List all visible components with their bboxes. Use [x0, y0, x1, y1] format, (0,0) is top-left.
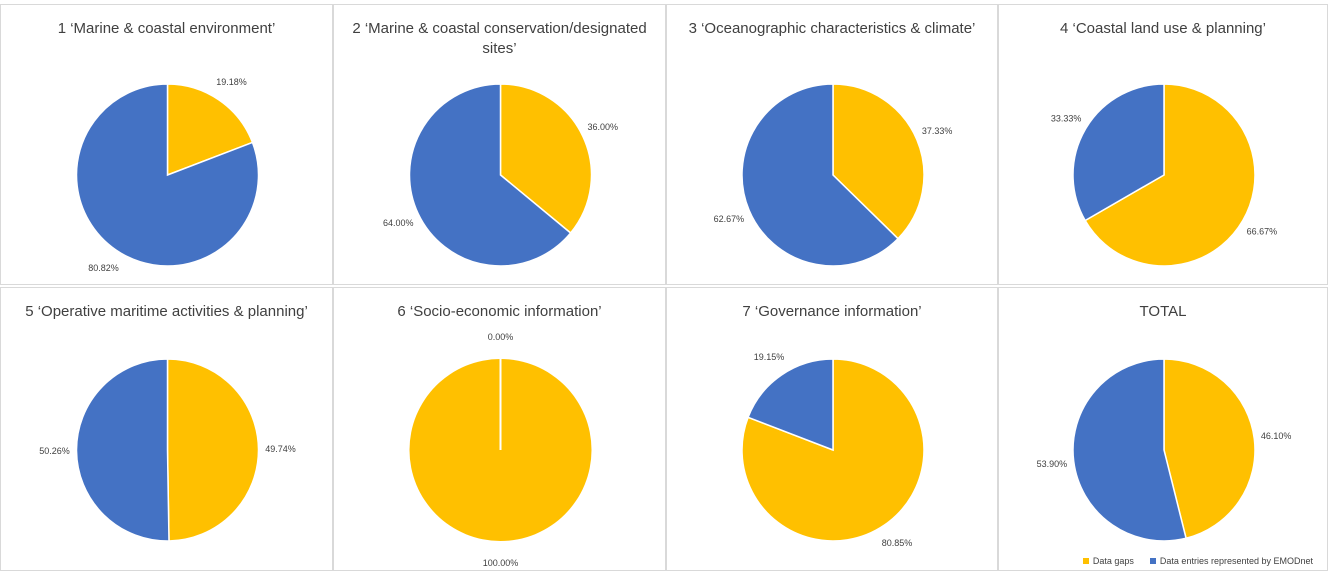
pie-slice-gaps: [1163, 358, 1256, 540]
pie-panel-4: 4 ‘Coastal land use & planning’ 66.67% 33…: [998, 4, 1328, 285]
pie-slice-gaps: [832, 83, 925, 240]
data-label-gaps: 37.33%: [922, 126, 953, 136]
pie-panel-5: 5 ‘Operative maritime activities & plann…: [0, 287, 333, 571]
data-label-gaps: 66.67%: [1247, 227, 1278, 237]
pie-chart: 80.85% 19.15%: [741, 352, 925, 548]
legend-label-gaps: Data gaps: [1092, 556, 1134, 566]
pie-panel-6: 6 ‘Socio-economic information’ 100.00% 0.…: [333, 287, 666, 571]
chart-title: 2 ‘Marine & coastal conservation/designa…: [352, 20, 647, 57]
pie-slice-represented: [747, 358, 834, 452]
pie-slice-represented: [75, 358, 170, 542]
pie-chart: 36.00% 64.00%: [383, 83, 618, 267]
data-label-represented: 19.15%: [754, 352, 785, 362]
chart-title: 3 ‘Oceanographic characteristics & clima…: [688, 20, 976, 37]
pie-slice-represented: [75, 83, 260, 267]
chart-title: 7 ‘Governance information’: [742, 303, 922, 320]
pie-panel-1: 1 ‘Marine & coastal environment’ 19.18% 8…: [0, 4, 333, 285]
pie-chart: 66.67% 33.33%: [1051, 83, 1278, 267]
data-label-gaps: 80.85%: [882, 538, 913, 548]
chart-title: 6 ‘Socio-economic information’: [397, 303, 602, 320]
pie-slice-gaps: [166, 358, 260, 542]
data-label-represented: 33.33%: [1051, 113, 1082, 123]
chart-title: 5 ‘Operative maritime activities & plann…: [25, 303, 308, 320]
legend-swatch-gaps: [1082, 558, 1089, 564]
pie-panel-3: 3 ‘Oceanographic characteristics & clima…: [666, 4, 998, 285]
data-label-gaps: 36.00%: [587, 122, 618, 132]
pie-chart: 37.33% 62.67%: [714, 83, 953, 267]
pie-slice-represented: [741, 83, 900, 267]
legend-label-represented: Data entries represented by EMODnet: [1159, 556, 1313, 566]
pie-slice-gaps: [166, 83, 254, 177]
pie-chart: 19.18% 80.82%: [75, 77, 260, 273]
pie-slice-represented: [408, 83, 572, 267]
data-label-represented: 80.82%: [88, 263, 119, 273]
data-label-gaps: 46.10%: [1261, 431, 1292, 441]
pie-panel-2: 2 ‘Marine & coastal conservation/designa…: [333, 4, 666, 285]
chart-title: 4 ‘Coastal land use & planning’: [1060, 20, 1266, 37]
pie-slice-represented: [1072, 83, 1165, 222]
legend-swatch-represented: [1149, 558, 1156, 564]
pie-slice-represented: [1072, 358, 1187, 542]
chart-title: 1 ‘Marine & coastal environment’: [57, 20, 276, 37]
pie-slice-gaps: [499, 83, 593, 235]
data-label-represented: 53.90%: [1037, 459, 1068, 469]
legend-item-gaps: Data gaps: [1082, 556, 1134, 566]
data-label-represented: 62.67%: [714, 214, 745, 224]
pie-chart: 49.74% 50.26%: [39, 358, 296, 542]
legend: Data gaps Data entries represented by EM…: [1082, 556, 1313, 566]
pie-panel-8: TOTAL 46.10% 53.90% Data gaps Data entrie…: [998, 287, 1328, 571]
data-label-represented: 0.00%: [488, 332, 514, 342]
data-label-gaps: 49.74%: [265, 444, 296, 454]
pie-panel-7: 7 ‘Governance information’ 80.85% 19.15%: [666, 287, 998, 571]
data-label-gaps: 100.00%: [483, 558, 519, 568]
data-label-gaps: 19.18%: [216, 77, 247, 87]
pie-chart: 46.10% 53.90%: [1037, 358, 1292, 542]
chart-title: TOTAL: [1139, 303, 1187, 320]
pie-slice-gaps: [1084, 83, 1256, 267]
legend-item-represented: Data entries represented by EMODnet: [1149, 556, 1313, 566]
data-label-represented: 50.26%: [39, 446, 70, 456]
data-label-represented: 64.00%: [383, 218, 414, 228]
pie-chart: 100.00% 0.00%: [409, 332, 592, 568]
